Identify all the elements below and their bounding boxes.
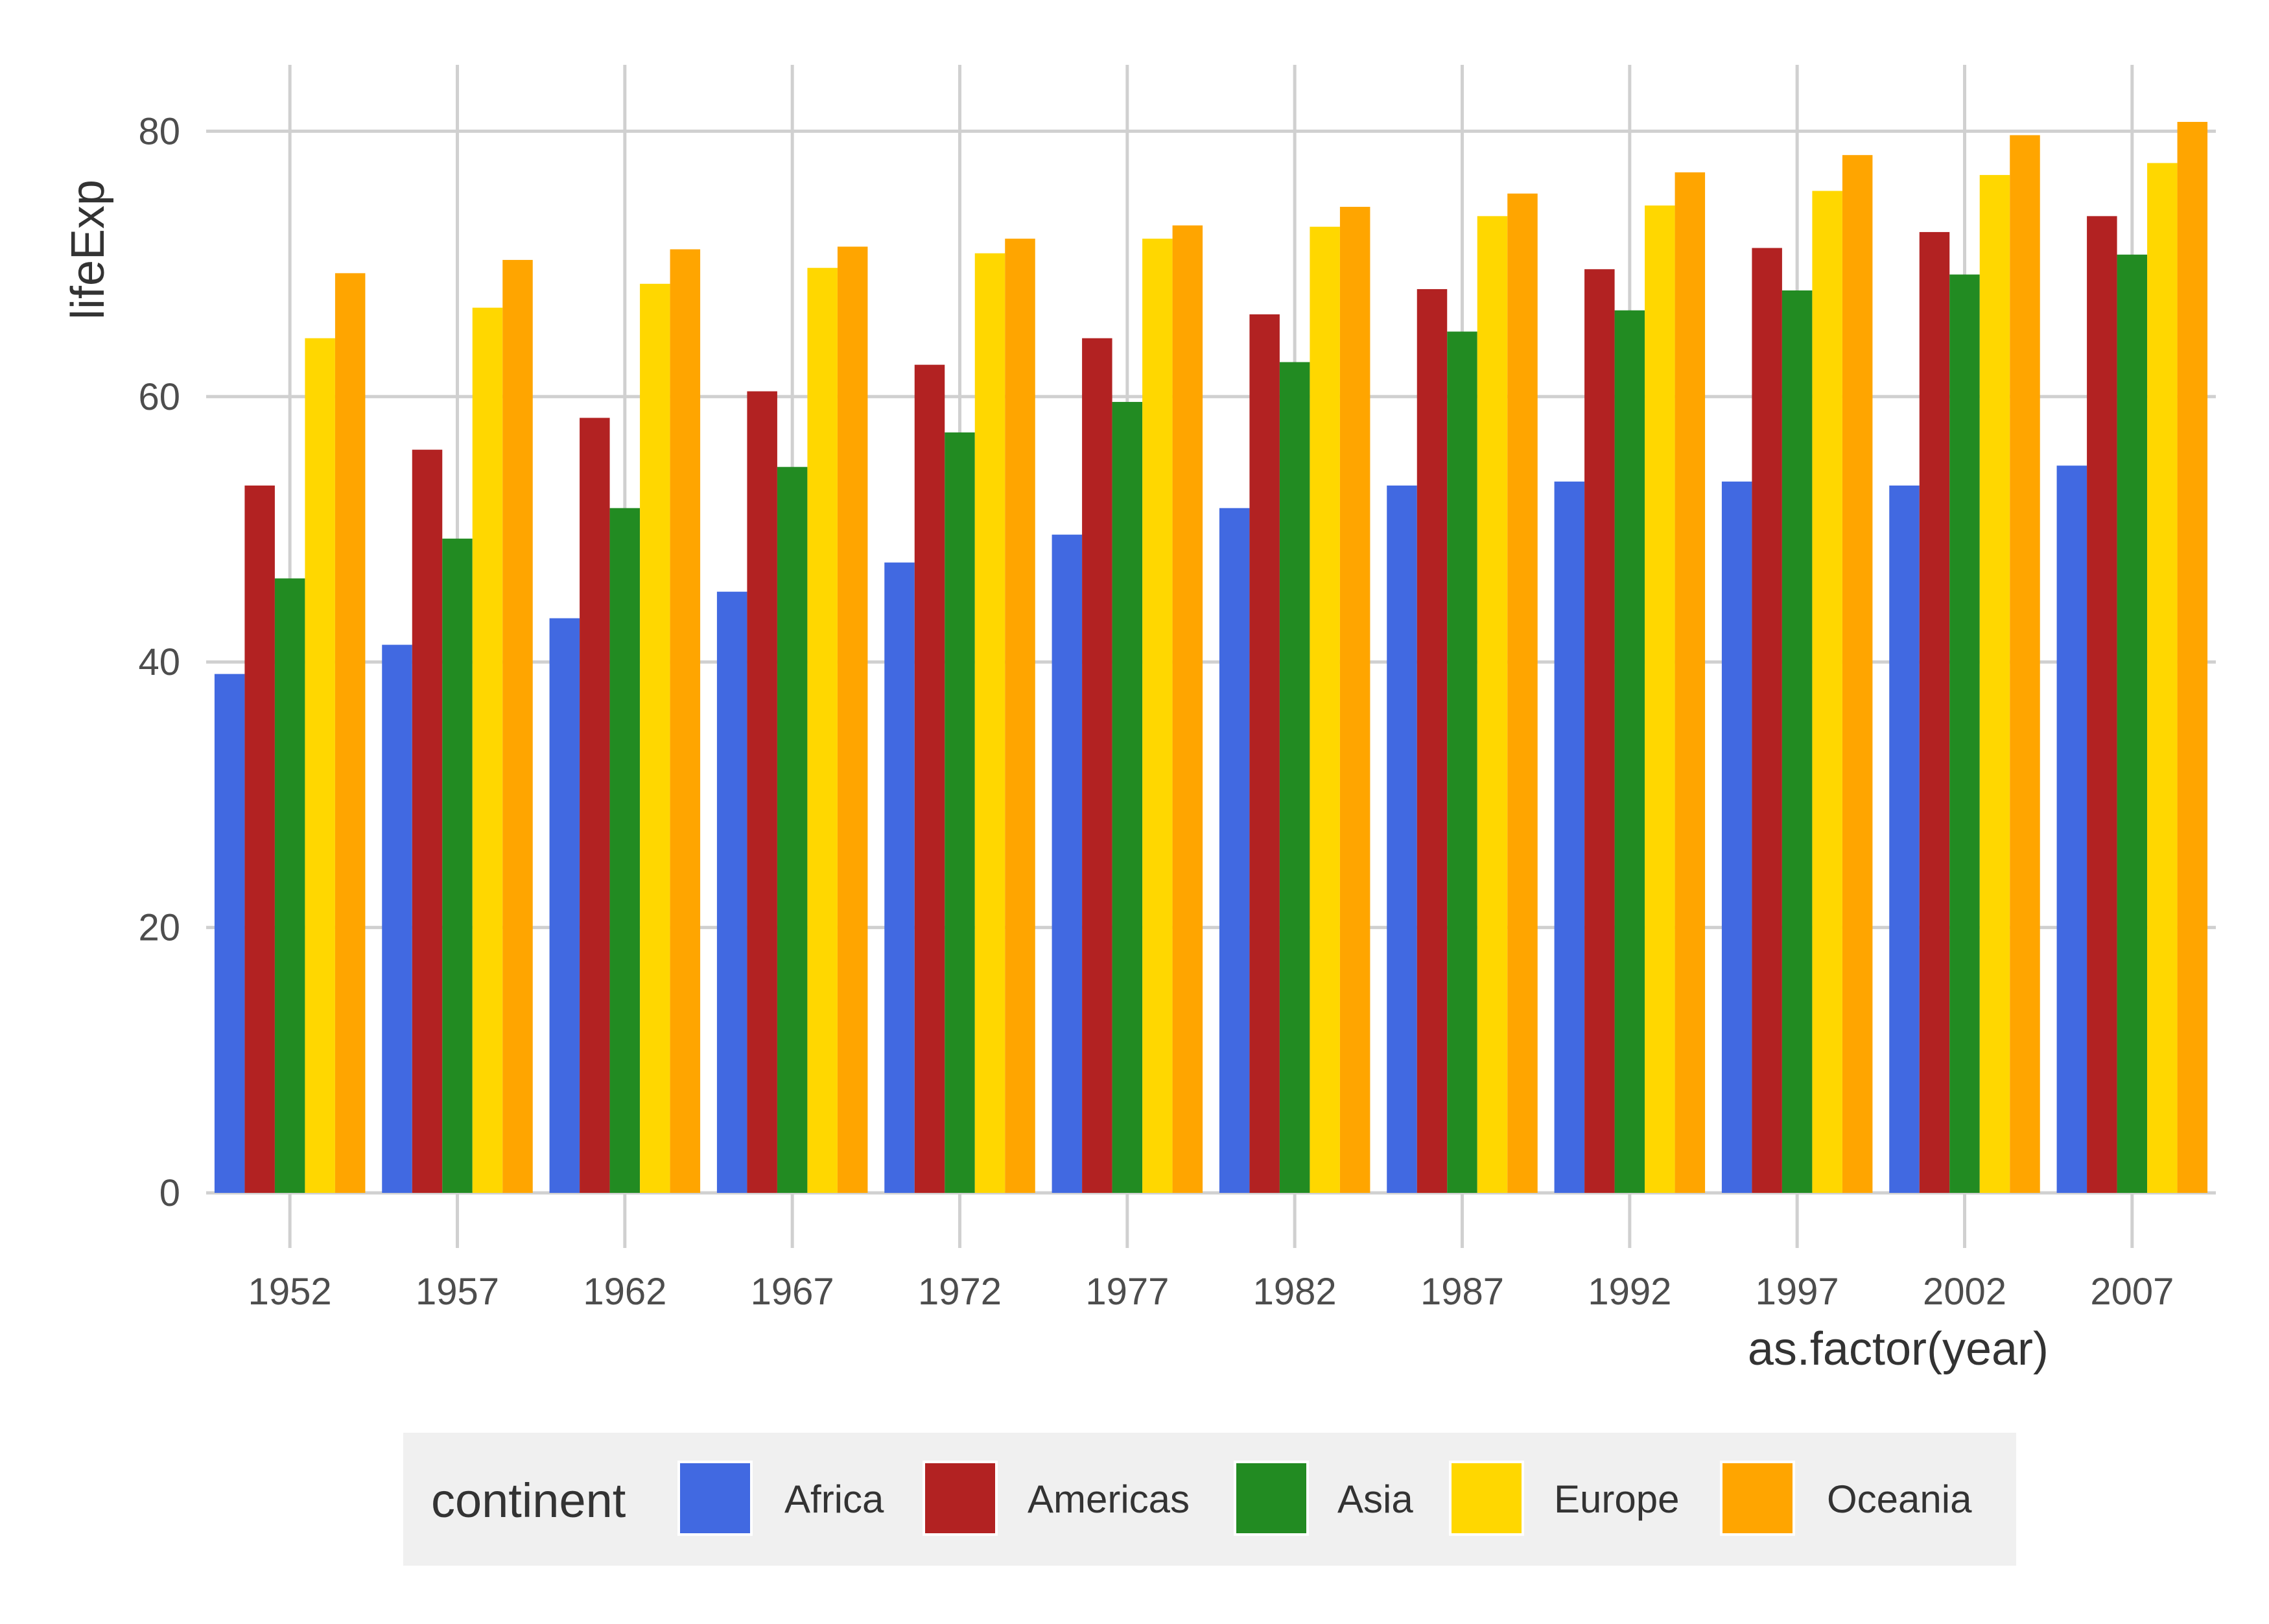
bar-africa-1972	[884, 562, 915, 1193]
bar-europe-1967	[807, 268, 838, 1194]
x-tick-label: 1987	[1420, 1271, 1504, 1313]
bar-oceania-1977	[1172, 225, 1203, 1194]
bar-asia-1967	[777, 467, 808, 1194]
x-tick-label: 1967	[751, 1271, 834, 1313]
bar-oceania-2007	[2177, 122, 2208, 1193]
bar-americas-1997	[1752, 248, 1782, 1193]
bar-oceania-1987	[1507, 193, 1538, 1193]
bar-americas-1957	[412, 449, 443, 1194]
y-tick-label: 0	[159, 1172, 180, 1214]
x-tick-label: 1952	[248, 1271, 332, 1313]
bar-europe-2007	[2147, 163, 2178, 1194]
legend: continent Africa Americas Asia Europe Oceani…	[403, 1433, 2016, 1566]
bar-oceania-1992	[1675, 172, 1706, 1193]
bar-europe-2002	[1979, 174, 2010, 1193]
bar-oceania-1962	[670, 249, 701, 1194]
bar-europe-1977	[1142, 239, 1173, 1194]
bar-oceania-1957	[502, 259, 533, 1194]
x-axis-title: as.factor(year)	[1748, 1323, 2049, 1375]
legend-label-americas: Americas	[1028, 1477, 1190, 1521]
bar-americas-1952	[244, 485, 275, 1193]
legend-label-oceania: Oceania	[1827, 1477, 1972, 1521]
bar-asia-1977	[1112, 401, 1143, 1194]
bar-europe-1997	[1812, 191, 1842, 1193]
bar-africa-1987	[1387, 485, 1417, 1193]
bar-asia-1957	[442, 538, 473, 1193]
bar-europe-1987	[1477, 216, 1508, 1193]
bar-americas-1987	[1417, 288, 1448, 1194]
x-tick-label: 1977	[1085, 1271, 1169, 1313]
legend-key-asia	[1234, 1461, 1309, 1536]
y-tick-label: 40	[138, 641, 180, 683]
bar-africa-1952	[214, 674, 245, 1193]
x-tick-label: 2007	[2090, 1271, 2174, 1313]
bar-africa-2002	[1889, 485, 1920, 1193]
x-tick-label: 1982	[1253, 1271, 1337, 1313]
bar-oceania-2002	[2010, 135, 2040, 1193]
bar-oceania-1972	[1005, 239, 1035, 1194]
bar-oceania-1982	[1339, 207, 1370, 1194]
x-tick-label: 1997	[1756, 1271, 1839, 1313]
bar-europe-1957	[472, 307, 503, 1193]
bar-americas-2007	[2087, 216, 2117, 1193]
bar-asia-1982	[1279, 362, 1310, 1193]
bar-europe-1982	[1310, 226, 1340, 1193]
bar-africa-2007	[2056, 465, 2087, 1193]
legend-label-asia: Asia	[1337, 1477, 1413, 1521]
legend-key-americas	[923, 1461, 998, 1536]
y-tick-label: 20	[138, 907, 180, 949]
bar-americas-1967	[747, 391, 777, 1194]
legend-key-europe	[1449, 1461, 1524, 1536]
bar-africa-1967	[716, 591, 747, 1193]
legend-label-africa: Africa	[784, 1477, 884, 1521]
legend-title: continent	[431, 1474, 626, 1527]
bar-americas-1992	[1584, 269, 1615, 1193]
bar-asia-1997	[1781, 290, 1813, 1193]
legend-key-africa	[677, 1461, 753, 1536]
x-tick-label: 2002	[1923, 1271, 2006, 1313]
x-tick-label: 1992	[1588, 1271, 1671, 1313]
bar-africa-1957	[382, 644, 412, 1193]
bar-oceania-1997	[1842, 155, 1873, 1194]
bar-africa-1977	[1052, 534, 1083, 1193]
bar-africa-1997	[1721, 481, 1752, 1193]
bar-asia-2002	[1949, 274, 1980, 1193]
bars	[214, 122, 2208, 1194]
y-axis-title: lifeExp	[62, 180, 114, 320]
bar-europe-1992	[1645, 205, 1675, 1193]
bar-asia-1992	[1614, 310, 1645, 1194]
bar-asia-1952	[274, 578, 305, 1193]
bar-asia-1987	[1447, 331, 1477, 1193]
x-tick-label: 1962	[583, 1271, 666, 1313]
bar-asia-1972	[945, 432, 975, 1193]
bar-africa-1962	[549, 618, 580, 1193]
bar-asia-2007	[2117, 254, 2148, 1194]
legend-label-europe: Europe	[1554, 1477, 1679, 1521]
bar-europe-1962	[640, 283, 670, 1194]
bar-africa-1982	[1219, 508, 1250, 1193]
bar-americas-2002	[1919, 231, 1950, 1193]
bar-europe-1972	[974, 253, 1005, 1193]
axes: lifeExp as.factor(year) 1952 1957 1962 1967…	[62, 110, 2174, 1375]
y-tick-label: 80	[138, 110, 180, 152]
bar-americas-1982	[1249, 314, 1280, 1193]
y-tick-label: 60	[138, 376, 180, 418]
bar-oceania-1967	[837, 246, 868, 1194]
bar-americas-1977	[1082, 338, 1112, 1193]
bar-oceania-1952	[335, 273, 366, 1194]
legend-key-oceania	[1720, 1461, 1795, 1536]
bar-africa-1992	[1554, 481, 1585, 1193]
bar-asia-1962	[609, 508, 641, 1193]
x-tick-label: 1972	[918, 1271, 1002, 1313]
x-tick-label: 1957	[416, 1271, 499, 1313]
bar-americas-1972	[914, 364, 945, 1194]
bar-europe-1952	[305, 338, 335, 1193]
bar-americas-1962	[580, 418, 610, 1194]
